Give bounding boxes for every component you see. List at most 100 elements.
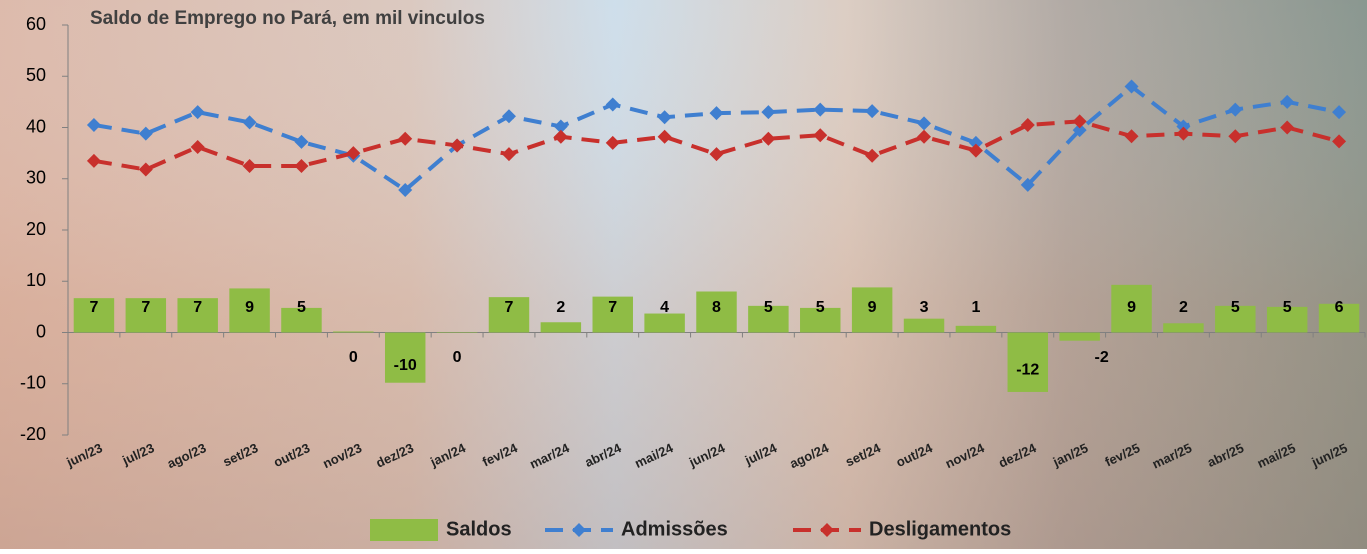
marker [242,115,257,130]
data-label: 3 [920,299,929,316]
data-label: 5 [297,299,306,316]
legend-label: Desligamentos [869,518,1011,540]
marker [501,147,516,162]
bar [903,318,945,333]
marker [1176,119,1191,134]
marker [553,119,568,134]
bar [229,288,270,333]
bar [281,307,322,333]
bar [73,298,115,333]
bar [1163,323,1204,333]
data-label: 6 [1335,299,1344,316]
bar [540,322,582,333]
data-label: 8 [712,299,721,316]
data-label: 2 [1179,299,1188,316]
data-label: 5 [764,299,773,316]
data-label: 7 [505,299,514,316]
bar [333,331,374,333]
chart-title: Saldo de Emprego no Pará, em mil vinculo… [90,8,485,29]
data-label: 5 [1283,299,1292,316]
y-tick-label: 20 [26,219,46,239]
data-label: 9 [1127,299,1136,316]
marker [138,126,153,141]
marker [294,134,309,149]
marker [1020,117,1035,132]
marker [398,183,413,198]
marker [813,128,828,143]
marker [1332,105,1347,120]
marker [605,135,620,150]
bar [125,298,167,333]
data-label: 7 [89,299,98,316]
data-label: 5 [1231,299,1240,316]
data-label: -2 [1095,349,1109,366]
bar [644,313,685,333]
data-label: 9 [868,299,877,316]
data-label: 0 [453,349,462,366]
data-label: -10 [394,357,417,374]
y-tick-label: -20 [20,424,46,444]
marker [1280,94,1295,109]
marker [86,117,101,132]
marker [1228,102,1243,117]
legend-swatch [370,519,438,541]
data-label: 7 [193,299,202,316]
marker [1228,129,1243,144]
marker [605,97,620,112]
bar [1318,303,1360,333]
marker [1020,177,1035,192]
data-label: 2 [556,299,565,316]
data-label: 5 [816,299,825,316]
y-tick-label: 50 [26,65,46,85]
legend-label: Admissões [621,518,728,540]
marker [813,102,828,117]
bar [1266,306,1308,333]
legend-marker [572,523,586,537]
marker [190,139,205,154]
legend-label: Saldos [446,518,512,540]
marker [657,129,672,144]
bar [1059,332,1100,341]
bar [384,332,426,383]
marker [398,131,413,146]
y-tick-label: 30 [26,168,46,188]
marker [1124,79,1139,94]
marker [865,148,880,163]
bar [1215,305,1256,333]
bar [955,325,997,333]
marker [1072,123,1087,138]
data-label: 4 [660,299,669,316]
marker [657,110,672,125]
marker [501,109,516,124]
data-label: 7 [141,299,150,316]
marker [1072,114,1087,129]
marker [553,129,568,144]
marker [1280,120,1295,135]
y-tick-label: -10 [20,373,46,393]
data-label: 0 [349,349,358,366]
marker [709,147,724,162]
marker [865,104,880,119]
bar [1007,332,1049,392]
marker [1124,129,1139,144]
data-label: -12 [1016,361,1039,378]
marker [917,116,932,131]
marker [138,162,153,177]
marker [917,129,932,144]
bar [436,331,478,333]
marker [346,146,361,161]
y-tick-label: 40 [26,116,46,136]
bar [696,291,737,333]
marker [709,106,724,121]
marker [86,153,101,168]
data-label: 9 [245,299,254,316]
bar [748,305,789,333]
marker [190,105,205,120]
marker [450,138,465,153]
marker [294,158,309,173]
bar [177,298,218,333]
bar [488,297,530,333]
marker [968,135,983,150]
bar [800,307,841,333]
